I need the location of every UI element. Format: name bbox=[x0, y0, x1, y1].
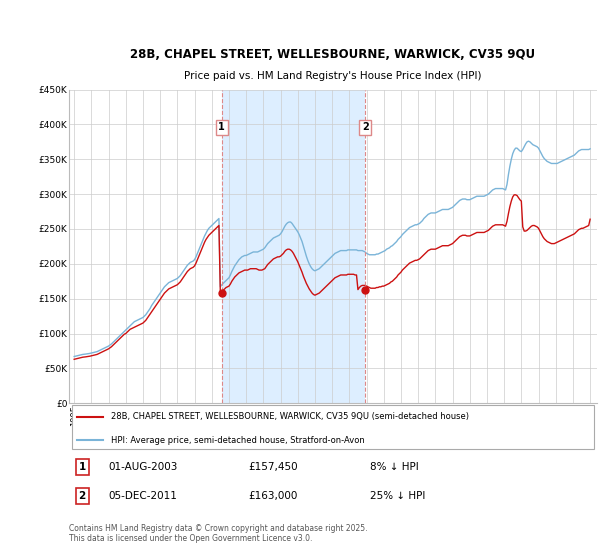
Text: £163,000: £163,000 bbox=[248, 491, 298, 501]
Text: HPI: Average price, semi-detached house, Stratford-on-Avon: HPI: Average price, semi-detached house,… bbox=[111, 436, 365, 445]
Text: 1: 1 bbox=[79, 462, 86, 472]
Text: 28B, CHAPEL STREET, WELLESBOURNE, WARWICK, CV35 9QU (semi-detached house): 28B, CHAPEL STREET, WELLESBOURNE, WARWIC… bbox=[111, 412, 469, 421]
Text: 01-AUG-2003: 01-AUG-2003 bbox=[109, 462, 178, 472]
Text: 2: 2 bbox=[79, 491, 86, 501]
Text: Contains HM Land Registry data © Crown copyright and database right 2025.
This d: Contains HM Land Registry data © Crown c… bbox=[69, 524, 367, 543]
Text: 8% ↓ HPI: 8% ↓ HPI bbox=[370, 462, 419, 472]
Text: 2: 2 bbox=[362, 122, 368, 132]
Text: 1: 1 bbox=[218, 122, 225, 132]
FancyBboxPatch shape bbox=[71, 405, 595, 449]
Bar bbox=[222, 90, 365, 403]
Text: Price paid vs. HM Land Registry's House Price Index (HPI): Price paid vs. HM Land Registry's House … bbox=[184, 71, 482, 81]
Text: 25% ↓ HPI: 25% ↓ HPI bbox=[370, 491, 425, 501]
Text: 05-DEC-2011: 05-DEC-2011 bbox=[109, 491, 178, 501]
Text: £157,450: £157,450 bbox=[248, 462, 298, 472]
Text: 28B, CHAPEL STREET, WELLESBOURNE, WARWICK, CV35 9QU: 28B, CHAPEL STREET, WELLESBOURNE, WARWIC… bbox=[130, 48, 536, 60]
